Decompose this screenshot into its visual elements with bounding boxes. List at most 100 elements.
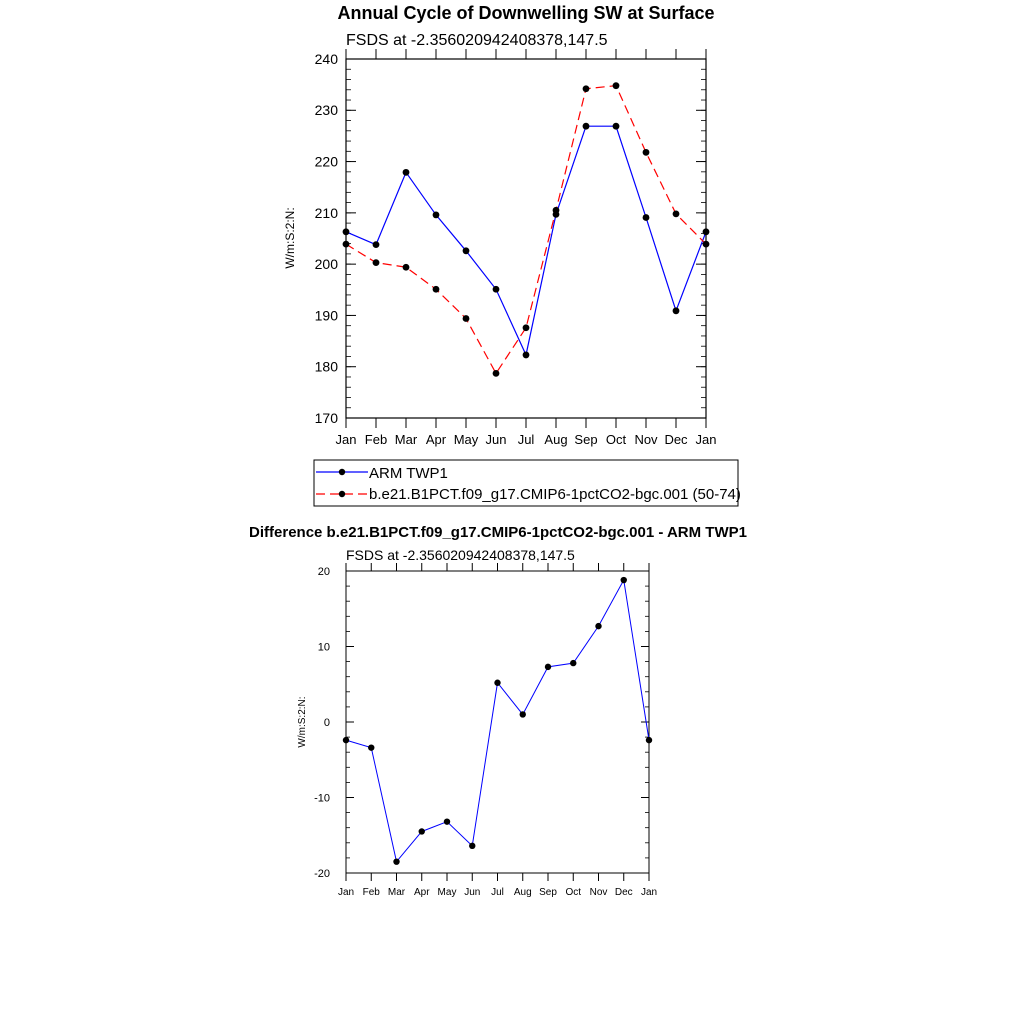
legend-label-model: b.e21.B1PCT.f09_g17.CMIP6-1pctCO2-bgc.00… (369, 486, 741, 503)
y-tick-labels: -20 -10 0 10 20 (314, 566, 330, 880)
data-point-series-0 (519, 711, 526, 718)
data-point-series-0 (570, 659, 577, 667)
x-tick-label: May (454, 432, 479, 447)
legend-marker-model (338, 490, 346, 498)
data-point-series-1 (402, 263, 410, 271)
data-point-series-1 (672, 210, 680, 218)
data-point-series-0 (342, 228, 350, 236)
x-tick-label: Apr (414, 887, 430, 898)
chart-title: Annual Cycle of Downwelling SW at Surfac… (337, 3, 714, 23)
data-point-series-0 (372, 241, 380, 249)
data-point-series-0 (342, 736, 350, 744)
x-tick-label: Oct (565, 887, 581, 898)
x-tick-label: May (438, 887, 457, 898)
x-tick-label: Feb (365, 432, 387, 447)
data-point-series-0 (522, 351, 530, 359)
data-point-series-1 (372, 259, 380, 267)
difference-chart: Difference b.e21.B1PCT.f09_g17.CMIP6-1pc… (249, 524, 747, 898)
data-point-series-0 (582, 122, 590, 130)
y-tick-label: 180 (315, 359, 339, 375)
data-point-series-1 (642, 148, 650, 156)
annual-cycle-chart: Annual Cycle of Downwelling SW at Surfac… (283, 3, 741, 507)
y-tick-label: 220 (315, 153, 339, 169)
x-tick-labels: Jan Feb Mar Apr May Jun Jul Aug Sep Oct Nov Dec Jan (338, 887, 657, 898)
legend-label-arm-twp1: ARM TWP1 (369, 465, 448, 482)
axis-ticks (345, 563, 650, 881)
data-point-series-0 (368, 744, 375, 751)
x-tick-label: Nov (634, 432, 658, 447)
data-point-series-0 (595, 622, 602, 630)
data-point-series-0 (642, 214, 650, 221)
x-tick-label: Jan (338, 887, 354, 898)
x-tick-label: Aug (544, 432, 567, 447)
y-tick-label: 170 (315, 410, 339, 426)
data-point-series-1 (612, 82, 620, 90)
x-tick-label: Dec (615, 887, 633, 898)
legend-entry-arm-twp1: ARM TWP1 (316, 465, 448, 482)
y-tick-label: 210 (315, 205, 339, 221)
data-point-series-0 (443, 818, 451, 825)
legend-box (313, 459, 739, 507)
data-point-series-0 (393, 858, 400, 865)
y-tick-label: -20 (314, 868, 330, 880)
x-tick-label: Feb (363, 887, 381, 898)
data-point-series-0 (418, 828, 425, 835)
x-tick-label: Sep (574, 432, 597, 447)
x-tick-label: Jul (518, 432, 535, 447)
data-point-series-0 (462, 247, 470, 255)
data-point-series-0 (469, 842, 476, 850)
y-tick-label: 0 (324, 717, 330, 729)
x-tick-label: Jun (486, 432, 507, 447)
data-point-series-1 (582, 85, 590, 93)
y-tick-label: 190 (315, 307, 339, 323)
y-axis-label: W/m:S:2:N: (283, 207, 297, 268)
data-point-series-1 (432, 285, 440, 293)
data-point-series-1 (522, 324, 530, 332)
data-point-series-0 (702, 228, 710, 236)
y-tick-labels: 170 180 190 200 210 220 230 240 (315, 51, 339, 426)
x-tick-label: Dec (664, 432, 688, 447)
data-point-series-0 (432, 211, 440, 219)
x-tick-label: Aug (514, 887, 532, 898)
x-tick-label: Jan (696, 432, 717, 447)
data-point-series-0 (492, 285, 500, 293)
x-tick-label: Jan (641, 887, 657, 898)
legend: ARM TWP1 b.e21.B1PCT.f09_g17.CMIP6-1pctC… (313, 459, 741, 507)
chart-title: Difference b.e21.B1PCT.f09_g17.CMIP6-1pc… (249, 524, 747, 541)
x-tick-label: Nov (590, 887, 608, 898)
y-tick-label: 200 (315, 256, 339, 272)
chart-subtitle: FSDS at -2.356020942408378,147.5 (346, 547, 575, 563)
y-tick-label: 230 (315, 102, 339, 118)
data-point-series-1 (552, 206, 560, 214)
x-tick-label: Mar (388, 887, 406, 898)
legend-entry-model: b.e21.B1PCT.f09_g17.CMIP6-1pctCO2-bgc.00… (316, 486, 741, 503)
x-tick-label: Oct (606, 432, 627, 447)
y-tick-label: -10 (314, 792, 330, 804)
x-tick-label: Jan (336, 432, 357, 447)
series-layer (342, 82, 710, 377)
x-tick-label: Sep (539, 887, 557, 898)
data-point-series-1 (492, 369, 500, 377)
x-tick-label: Jun (464, 887, 480, 898)
data-point-series-0 (402, 168, 410, 176)
legend-marker-arm-twp1 (338, 468, 346, 476)
data-point-series-0 (544, 663, 552, 671)
x-tick-label: Mar (395, 432, 418, 447)
x-tick-label: Apr (426, 432, 447, 447)
data-point-series-0 (612, 122, 620, 130)
y-axis-label: W/m:S:2:N: (297, 696, 308, 747)
series-layer (342, 576, 653, 865)
x-tick-label: Jul (491, 887, 504, 898)
data-point-series-1 (462, 315, 470, 322)
data-point-series-0 (494, 679, 501, 686)
data-point-series-0 (645, 736, 653, 744)
chart-subtitle: FSDS at -2.356020942408378,147.5 (346, 32, 608, 49)
data-point-series-0 (672, 307, 680, 315)
axis-ticks (345, 49, 707, 428)
data-point-series-1 (342, 240, 350, 248)
y-tick-label: 240 (315, 51, 339, 67)
y-tick-label: 20 (318, 566, 330, 578)
data-point-series-0 (620, 576, 627, 584)
y-tick-label: 10 (318, 641, 330, 653)
